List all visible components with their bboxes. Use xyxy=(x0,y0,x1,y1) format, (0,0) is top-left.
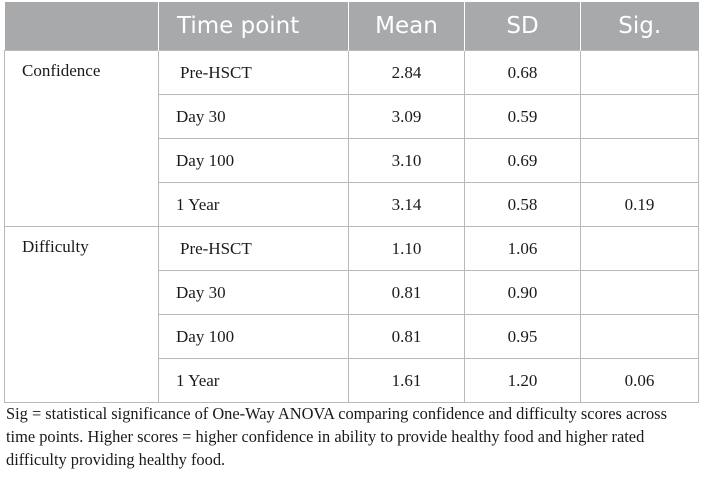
results-table: Time point Mean SD Sig. Confidence Pre-H… xyxy=(4,2,699,403)
sd-cell: 0.58 xyxy=(464,182,581,227)
table-row: 1 Year 3.14 0.58 0.19 xyxy=(5,182,699,227)
sig-cell xyxy=(580,270,699,315)
sig-cell: 0.19 xyxy=(580,182,699,227)
table-row: Difficulty Pre-HSCT 1.10 1.06 xyxy=(4,226,699,403)
mean-cell: 3.10 xyxy=(348,138,465,183)
table-row: Day 100 3.10 0.69 xyxy=(5,138,699,183)
sig-cell xyxy=(580,138,699,183)
mean-cell: 0.81 xyxy=(348,270,465,315)
sd-cell: 1.06 xyxy=(464,226,581,271)
sig-cell xyxy=(580,314,699,359)
sd-cell: 0.90 xyxy=(464,270,581,315)
header-row: Time point Mean SD Sig. xyxy=(4,2,699,51)
mean-cell: 3.09 xyxy=(348,94,465,139)
group-label-confidence: Confidence xyxy=(4,50,159,227)
sd-cell: 0.68 xyxy=(464,50,581,95)
sd-cell: 0.59 xyxy=(464,94,581,139)
time-point-cell: Day 30 xyxy=(158,270,349,315)
time-point-cell: Day 100 xyxy=(158,138,349,183)
header-mean: Mean xyxy=(348,2,465,51)
sd-cell: 0.69 xyxy=(464,138,581,183)
header-time-point: Time point xyxy=(158,2,349,51)
sig-cell xyxy=(580,50,699,95)
table-row: Day 100 0.81 0.95 xyxy=(5,314,699,359)
table-row: Day 30 0.81 0.90 xyxy=(5,270,699,315)
mean-cell: 0.81 xyxy=(348,314,465,359)
header-sd: SD xyxy=(464,2,581,51)
time-point-cell: Pre-HSCT xyxy=(158,226,349,271)
mean-cell: 2.84 xyxy=(348,50,465,95)
group-label-difficulty: Difficulty xyxy=(4,226,159,403)
time-point-cell: Pre-HSCT xyxy=(158,50,349,95)
header-sig: Sig. xyxy=(580,2,699,51)
table-row: Day 30 3.09 0.59 xyxy=(5,94,699,139)
header-group xyxy=(4,2,159,51)
time-point-cell: Day 30 xyxy=(158,94,349,139)
time-point-cell: Day 100 xyxy=(158,314,349,359)
sig-cell xyxy=(580,94,699,139)
time-point-cell: 1 Year xyxy=(158,182,349,227)
table-row: Confidence Pre-HSCT 2.84 0.68 xyxy=(4,50,699,227)
table-footnote: Sig = statistical significance of One-Wa… xyxy=(6,404,667,469)
sig-cell xyxy=(580,226,699,271)
time-point-cell: 1 Year xyxy=(158,358,349,403)
sd-cell: 1.20 xyxy=(464,358,581,403)
mean-cell: 1.61 xyxy=(348,358,465,403)
mean-cell: 1.10 xyxy=(348,226,465,271)
mean-cell: 3.14 xyxy=(348,182,465,227)
sd-cell: 0.95 xyxy=(464,314,581,359)
table-row: 1 Year 1.61 1.20 0.06 xyxy=(5,358,699,403)
sig-cell: 0.06 xyxy=(580,358,699,403)
